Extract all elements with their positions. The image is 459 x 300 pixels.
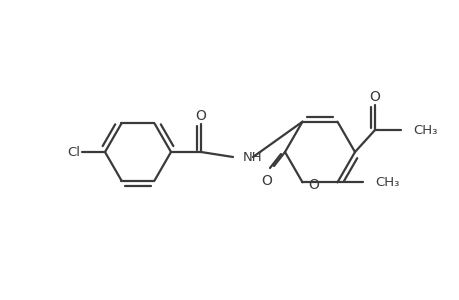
Text: Cl: Cl — [67, 146, 80, 158]
Text: O: O — [261, 174, 272, 188]
Text: O: O — [195, 109, 206, 123]
Text: O: O — [308, 178, 319, 192]
Text: NH: NH — [242, 151, 262, 164]
Text: O: O — [369, 90, 380, 104]
Text: CH₃: CH₃ — [412, 124, 437, 136]
Text: CH₃: CH₃ — [375, 176, 399, 189]
